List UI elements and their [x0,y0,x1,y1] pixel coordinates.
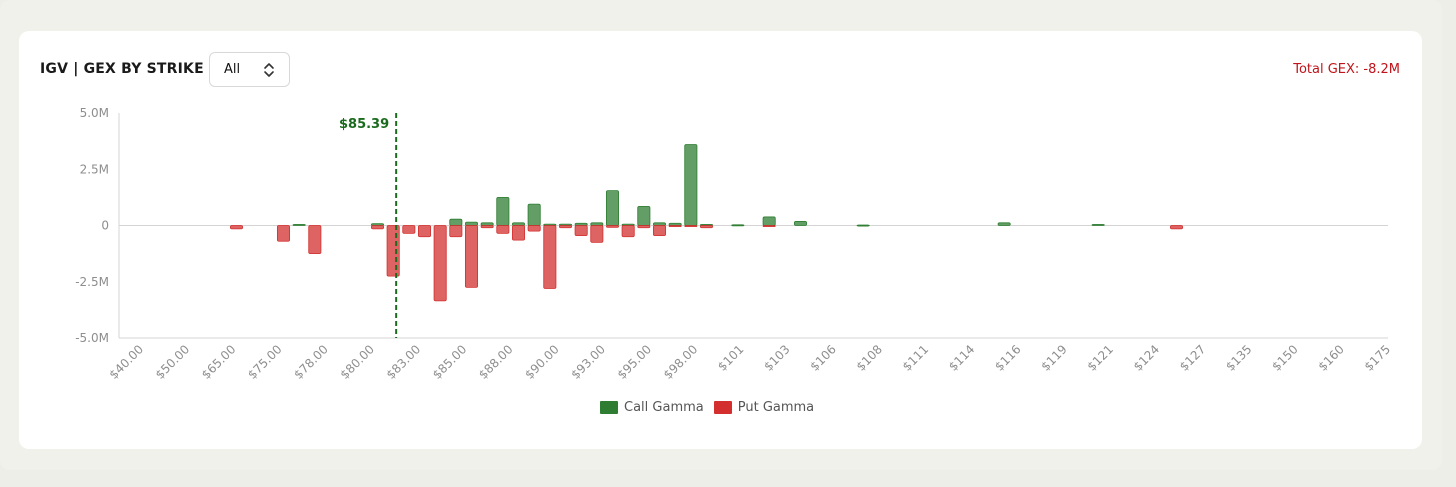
spot-price-label: $85.39 [339,117,389,132]
x-tick-label: $106 [807,342,838,373]
put-gamma-bar [652,225,667,237]
put-gamma-bar [480,225,494,229]
put-gamma-bar [527,225,541,232]
y-tick-label: -2.5M [75,275,109,289]
call-gamma-bar [762,216,776,226]
call-gamma-bar [527,203,541,226]
x-tick-label: $50.00 [153,342,193,382]
call-gamma-bar [652,222,667,226]
x-tick-label: $114 [946,342,977,373]
call-gamma-bar [292,223,306,226]
put-gamma-bar [605,225,620,228]
call-gamma-bar [793,221,808,226]
x-tick-label: $78.00 [291,342,331,382]
call-gamma-bar [496,196,510,226]
put-gamma-bar [558,225,573,229]
put-gamma-bar [417,225,432,238]
put-gamma-bar [433,225,447,302]
expiry-filter-select[interactable]: All [209,52,290,87]
chart-legend: Call Gamma Put Gamma [600,397,824,417]
filter-value: All [224,62,241,77]
y-tick-label: -5.0M [75,331,109,345]
y-tick-label: 0 [101,219,109,233]
put-gamma-bar [590,225,604,243]
put-gamma-bar [386,225,400,277]
put-gamma-bar [511,225,526,241]
call-gamma-bar [1091,223,1105,226]
call-gamma-bar [590,222,604,226]
call-gamma-bar [637,205,651,226]
put-gamma-bar [464,225,479,288]
put-gamma-bar [1169,225,1184,230]
x-tick-label: $119 [1038,342,1069,373]
put-gamma-bar [402,225,416,234]
total-gex: Total GEX: -8.2M [1293,62,1400,77]
call-gamma-bar [684,144,698,226]
x-tick-label: $160 [1315,342,1346,373]
x-tick-label: $108 [854,342,885,373]
x-tick-label: $88.00 [476,342,516,382]
x-tick-label: $65.00 [199,342,239,382]
put-gamma-bar [637,225,651,229]
chart-card: IGV | GEX BY STRIKE All Total GEX: -8.2M… [19,31,1422,449]
call-gamma-bar [511,222,526,226]
x-tick-label: $124 [1131,342,1162,373]
call-gamma-bar [731,224,745,227]
legend-item-call[interactable]: Call Gamma [600,400,704,415]
put-gamma-bar [276,225,291,242]
chevron-up-down-icon [264,63,274,77]
x-tick-label: $150 [1269,342,1300,373]
x-tick-label: $93.00 [568,342,608,382]
x-tick-label: $175 [1362,342,1393,373]
x-tick-label: $40.00 [107,342,147,382]
put-gamma-bar [684,225,698,228]
put-gamma-bar [496,225,510,234]
y-tick-label: 2.5M [80,162,109,176]
x-tick-label: $111 [900,342,931,373]
x-tick-label: $103 [761,342,792,373]
x-tick-label: $121 [1085,342,1116,373]
gex-bar-chart: 5.0M 2.5M 0 -2.5M -5.0M $85.39 $40.00 $50.00 $65… [75,106,1393,382]
call-gamma-bar [464,221,479,226]
legend-swatch-call [600,400,618,414]
x-tick-label: $135 [1223,342,1254,373]
call-gamma-bar [605,190,620,226]
legend-item-put[interactable]: Put Gamma [713,399,815,415]
x-tick-label: $85.00 [430,342,470,382]
x-tick-label: $116 [992,342,1023,373]
put-gamma-bar [668,225,682,228]
legend-label-put: Put Gamma [737,399,815,415]
put-gamma-bar [621,225,635,238]
put-gamma-bar [543,225,557,289]
put-gamma-bar [308,225,322,255]
call-gamma-bar [997,222,1011,226]
x-tick-label: $127 [1177,342,1208,373]
y-tick-label: 5.0M [80,106,109,120]
chart-title: IGV | GEX BY STRIKE [40,61,204,77]
x-tick-label: $98.00 [661,342,701,382]
put-gamma-bar [370,225,385,230]
call-gamma-bar [480,222,494,226]
x-tick-label: $95.00 [615,342,655,382]
put-gamma-bar [699,225,714,229]
x-tick-label: $83.00 [384,342,424,382]
legend-label-call: Call Gamma [624,399,704,415]
x-tick-label: $90.00 [522,342,562,382]
x-tick-label: $75.00 [245,342,285,382]
put-gamma-bar [229,225,244,230]
x-tick-label: $101 [715,342,746,373]
put-gamma-bar [574,225,588,237]
x-tick-label: $80.00 [337,342,377,382]
legend-swatch-put [713,400,732,414]
put-gamma-bar [449,225,463,238]
put-gamma-bar [762,225,776,228]
call-gamma-bar [449,218,463,226]
call-gamma-bar [856,224,870,227]
